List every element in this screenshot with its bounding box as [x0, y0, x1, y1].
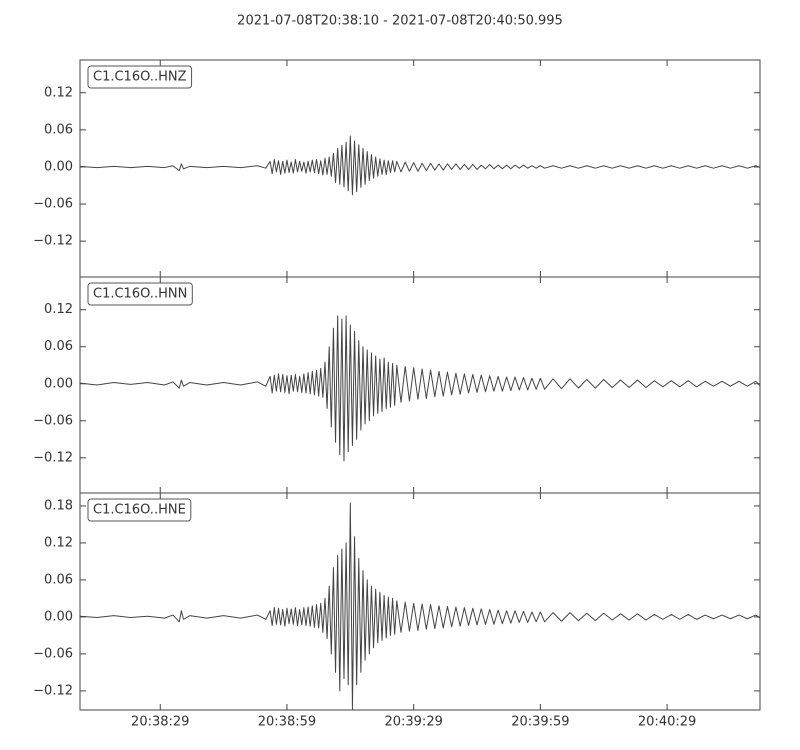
trace-label-box — [87, 498, 192, 522]
x-tick-label: 20:40:29 — [638, 715, 696, 730]
y-tick-label: −0.06 — [33, 646, 73, 661]
y-tick-label: −0.12 — [33, 683, 73, 698]
plot-frame — [79, 492, 761, 711]
y-tick-label: 0.12 — [44, 302, 73, 317]
x-tick-label: 20:39:59 — [511, 715, 569, 730]
y-tick-label: 0.18 — [44, 498, 73, 513]
trace-label-box — [87, 282, 193, 306]
y-tick-label: 0.06 — [44, 572, 73, 587]
y-tick-label: −0.06 — [33, 197, 73, 212]
trace-label: C1.C16O..HNZ — [93, 70, 187, 85]
trace — [80, 135, 760, 196]
y-tick-label: −0.12 — [33, 234, 73, 249]
y-tick-label: 0.00 — [44, 376, 73, 391]
y-tick-label: 0.00 — [44, 609, 73, 624]
y-tick-label: 0.12 — [44, 535, 73, 550]
y-tick-label: −0.06 — [33, 413, 73, 428]
trace-label: C1.C16O..HNN — [93, 287, 187, 302]
trace-label: C1.C16O..HNE — [93, 503, 186, 518]
x-tick-label: 20:38:29 — [131, 715, 189, 730]
trace — [80, 502, 760, 710]
plot-frame — [79, 59, 761, 278]
y-tick-label: 0.06 — [44, 122, 73, 137]
y-tick-label: −0.12 — [33, 450, 73, 465]
x-tick-label: 20:39:29 — [384, 715, 442, 730]
y-tick-label: 0.06 — [44, 339, 73, 354]
chart-title: 2021-07-08T20:38:10 - 2021-07-08T20:40:5… — [237, 14, 563, 29]
trace-label-box — [87, 65, 193, 89]
y-tick-label: 0.12 — [44, 85, 73, 100]
trace — [80, 315, 760, 462]
y-tick-label: 0.00 — [44, 159, 73, 174]
x-tick-label: 20:38:59 — [258, 715, 316, 730]
